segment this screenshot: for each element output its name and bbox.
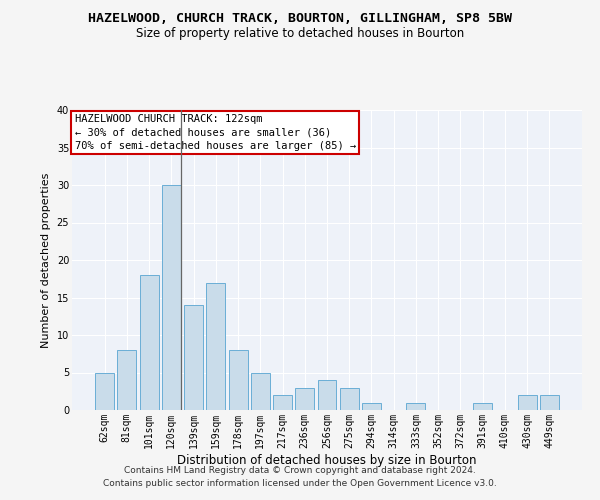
Bar <box>140 275 158 410</box>
Bar <box>362 402 381 410</box>
Bar <box>317 380 337 410</box>
Bar <box>184 305 203 410</box>
Bar <box>340 388 359 410</box>
Bar <box>518 395 536 410</box>
Bar <box>229 350 248 410</box>
Bar <box>406 402 425 410</box>
Text: HAZELWOOD CHURCH TRACK: 122sqm
← 30% of detached houses are smaller (36)
70% of : HAZELWOOD CHURCH TRACK: 122sqm ← 30% of … <box>74 114 356 151</box>
Bar <box>273 395 292 410</box>
Bar <box>162 185 181 410</box>
Y-axis label: Number of detached properties: Number of detached properties <box>41 172 51 348</box>
Bar <box>295 388 314 410</box>
Text: Size of property relative to detached houses in Bourton: Size of property relative to detached ho… <box>136 28 464 40</box>
Bar <box>251 372 270 410</box>
Bar <box>540 395 559 410</box>
Bar <box>95 372 114 410</box>
X-axis label: Distribution of detached houses by size in Bourton: Distribution of detached houses by size … <box>177 454 477 466</box>
Text: HAZELWOOD, CHURCH TRACK, BOURTON, GILLINGHAM, SP8 5BW: HAZELWOOD, CHURCH TRACK, BOURTON, GILLIN… <box>88 12 512 26</box>
Text: Contains HM Land Registry data © Crown copyright and database right 2024.
Contai: Contains HM Land Registry data © Crown c… <box>103 466 497 487</box>
Bar <box>206 282 225 410</box>
Bar <box>473 402 492 410</box>
Bar <box>118 350 136 410</box>
